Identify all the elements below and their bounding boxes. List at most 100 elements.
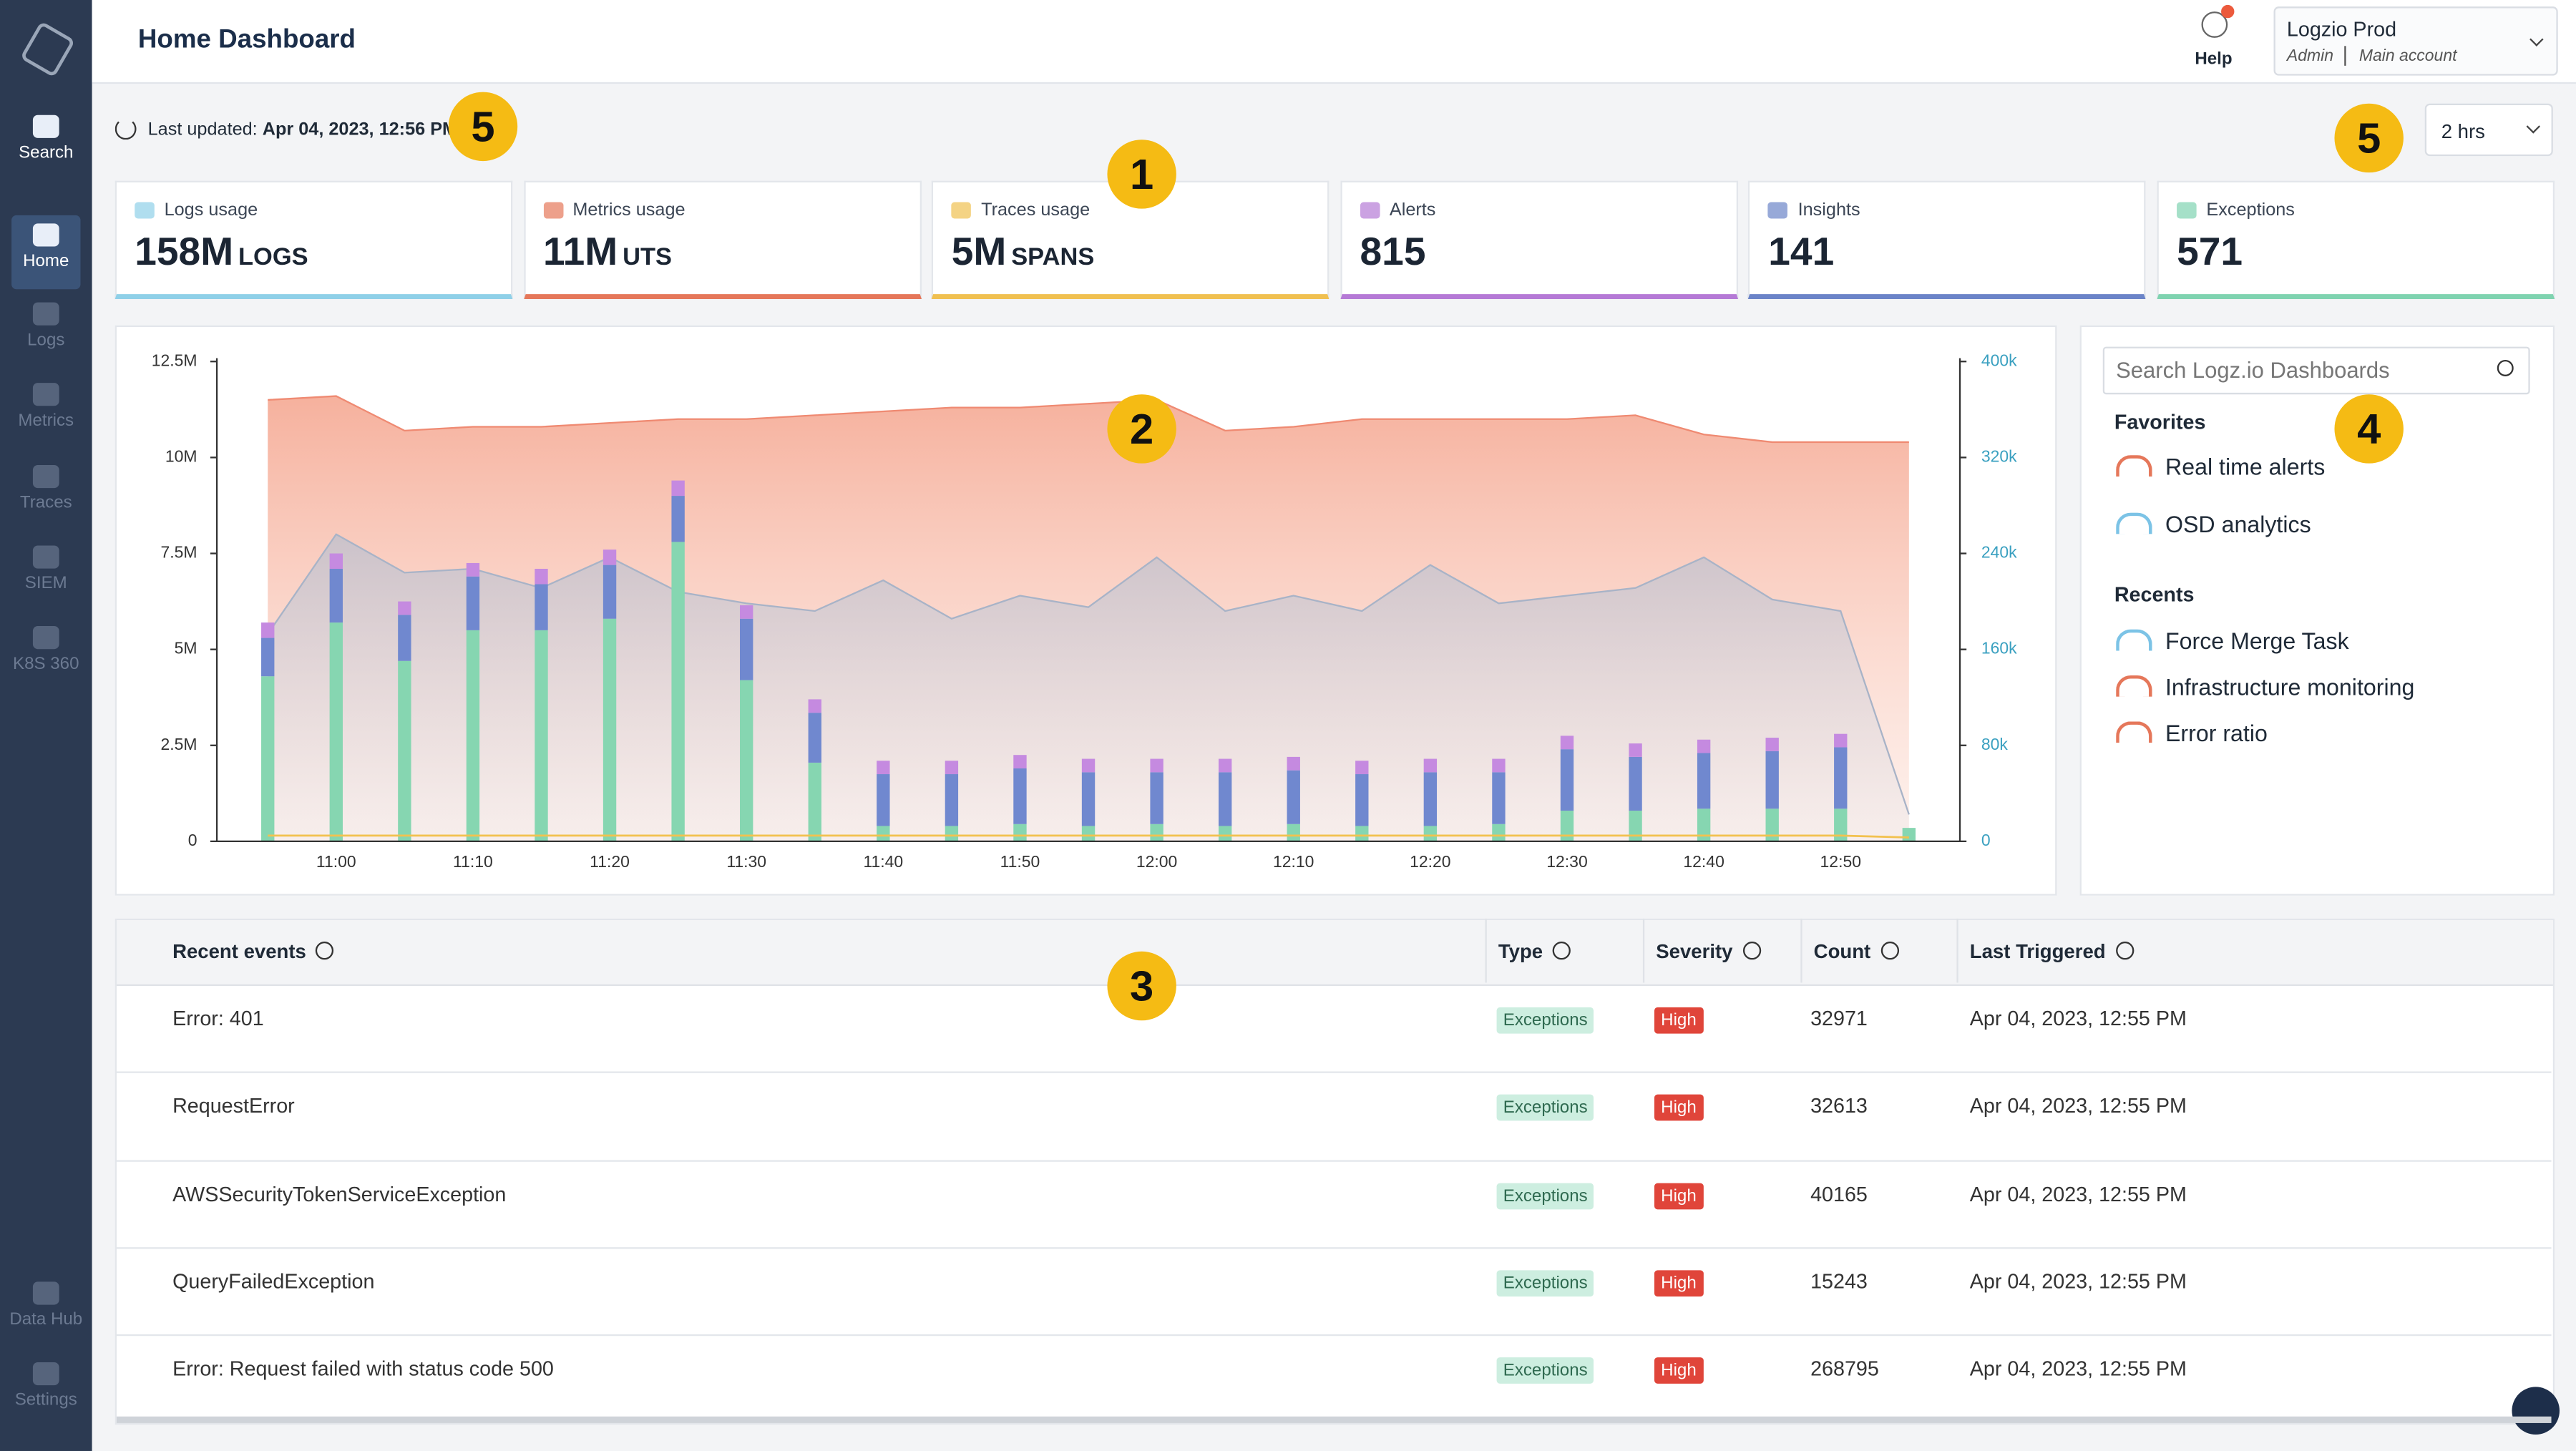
recent-dashboard[interactable]: Infrastructure monitoring (2116, 674, 2414, 700)
nav-item[interactable]: SIEM (0, 545, 92, 593)
bar-segment (945, 774, 959, 826)
favorite-dashboard[interactable]: Real time alerts (2116, 454, 2325, 480)
event-name: Error: 401 (172, 1007, 264, 1031)
nav-label: Settings (14, 1390, 77, 1410)
stat-value: 141 (1768, 230, 1834, 276)
help-icon[interactable] (2201, 11, 2228, 38)
stat-icon (543, 202, 563, 219)
stat-value: 11M UTS (543, 230, 672, 276)
y2-tick-label: 160k (1981, 639, 2017, 658)
bar-segment (1287, 770, 1300, 824)
bar-segment (877, 774, 890, 826)
bar-segment (1629, 810, 1642, 841)
bar-segment (1834, 747, 1848, 809)
annotation-marker: 5 (448, 92, 518, 162)
stat-card[interactable]: Metrics usage 11M UTS (523, 180, 922, 299)
nav-item[interactable]: Search (0, 114, 92, 162)
favorites-title: Favorites (2114, 411, 2206, 434)
row-divider (117, 1246, 2552, 1249)
stat-card[interactable]: Logs usage 158M LOGS (114, 180, 513, 299)
bar-segment (808, 699, 821, 713)
events-table (114, 918, 2555, 1425)
bar-segment (535, 568, 548, 585)
help-label[interactable]: Help (2195, 49, 2233, 69)
info-icon[interactable] (1742, 942, 1761, 960)
bar-segment (398, 615, 411, 661)
bar-segment (329, 622, 343, 841)
count: 15243 (1810, 1270, 1868, 1294)
account-selector[interactable]: Logzio Prod Admin Main account (2273, 6, 2558, 76)
nav-item[interactable]: Data Hub (0, 1281, 92, 1329)
nav-item[interactable]: Traces (0, 464, 92, 513)
x-tick-label: 11:10 (453, 852, 493, 871)
info-icon[interactable] (1880, 942, 1899, 960)
bar-segment (1765, 808, 1779, 841)
time-range-select[interactable]: 2 hrs (2424, 103, 2553, 157)
account-role: Admin (2286, 47, 2334, 66)
last-triggered: Apr 04, 2023, 12:55 PM (1969, 1007, 2187, 1031)
x-tick-label: 12:20 (1410, 852, 1450, 871)
bar-segment (945, 826, 959, 841)
severity-badge: High (1654, 1095, 1703, 1122)
nav-label: K8S 360 (13, 654, 79, 674)
recent-dashboard[interactable]: Error ratio (2116, 720, 2268, 746)
last-triggered: Apr 04, 2023, 12:55 PM (1969, 1270, 2187, 1294)
dashboard-icon (2116, 455, 2152, 477)
stat-value: 5M SPANS (952, 230, 1095, 276)
refresh-icon[interactable] (114, 118, 137, 140)
chat-button[interactable] (2512, 1387, 2560, 1435)
stat-card[interactable]: Exceptions 571 (2157, 180, 2555, 299)
event-name: QueryFailedException (172, 1270, 375, 1294)
count: 32613 (1810, 1095, 1868, 1118)
nav-icon (32, 302, 59, 326)
y2-tick-label: 320k (1981, 446, 2017, 465)
info-icon[interactable] (316, 942, 334, 960)
column-header: Severity (1656, 939, 1761, 963)
nav-item[interactable]: Settings (0, 1362, 92, 1410)
y-tick-label: 12.5M (152, 351, 197, 369)
nav-item[interactable]: Metrics (0, 383, 92, 431)
bar-segment (1218, 758, 1232, 773)
stat-card[interactable]: Insights 141 (1748, 180, 2147, 299)
bar-segment (466, 630, 480, 841)
bar-segment (1081, 758, 1096, 773)
stat-label: Traces usage (981, 200, 1091, 220)
table-header (117, 920, 2553, 987)
last-triggered: Apr 04, 2023, 12:55 PM (1969, 1095, 2187, 1118)
bar-segment (1560, 736, 1574, 750)
recent-dashboard[interactable]: Force Merge Task (2116, 627, 2349, 654)
nav-item[interactable]: K8S 360 (0, 626, 92, 674)
severity-badge: High (1654, 1357, 1703, 1384)
nav-item[interactable]: Home (11, 215, 81, 290)
column-title: Last Triggered (1969, 939, 2106, 963)
column-divider (1642, 918, 1645, 983)
nav-icon (32, 1281, 59, 1305)
nav-icon (32, 464, 59, 489)
header: Home Dashboard Help Logzio Prod Admin Ma… (92, 0, 2576, 84)
nav-item[interactable]: Logs (0, 302, 92, 350)
bar-segment (1013, 755, 1027, 768)
dashboard-search[interactable]: Search Logz.io Dashboards (2102, 346, 2530, 395)
info-icon[interactable] (1552, 942, 1571, 960)
column-title: Severity (1656, 939, 1733, 963)
stat-unit: SPANS (1011, 243, 1095, 271)
bar-segment (602, 549, 617, 565)
column-title: Recent events (172, 939, 306, 963)
favorite-dashboard[interactable]: OSD analytics (2116, 511, 2311, 537)
chart: 0 2.5M 5M 7.5M 10M 12.5M 0 80k 160k 240k 320k 400k 1… (152, 351, 2017, 871)
stat-icon (1768, 202, 1788, 219)
bar-segment (1081, 826, 1096, 841)
row-divider (117, 1334, 2552, 1337)
dashboards-panel: Search Logz.io Dashboards Favorites Rece… (2079, 325, 2555, 896)
chevron (2529, 32, 2544, 47)
info-icon[interactable] (2115, 942, 2134, 960)
dashboard-icon (2116, 512, 2152, 534)
bar-segment (1423, 758, 1438, 773)
nav-icon (32, 383, 59, 406)
bar-segment (261, 637, 275, 677)
column-divider (1485, 918, 1487, 983)
stat-card[interactable]: Alerts 815 (1340, 180, 1738, 299)
dashboard-icon (2116, 721, 2152, 743)
bar-segment (1765, 751, 1779, 809)
